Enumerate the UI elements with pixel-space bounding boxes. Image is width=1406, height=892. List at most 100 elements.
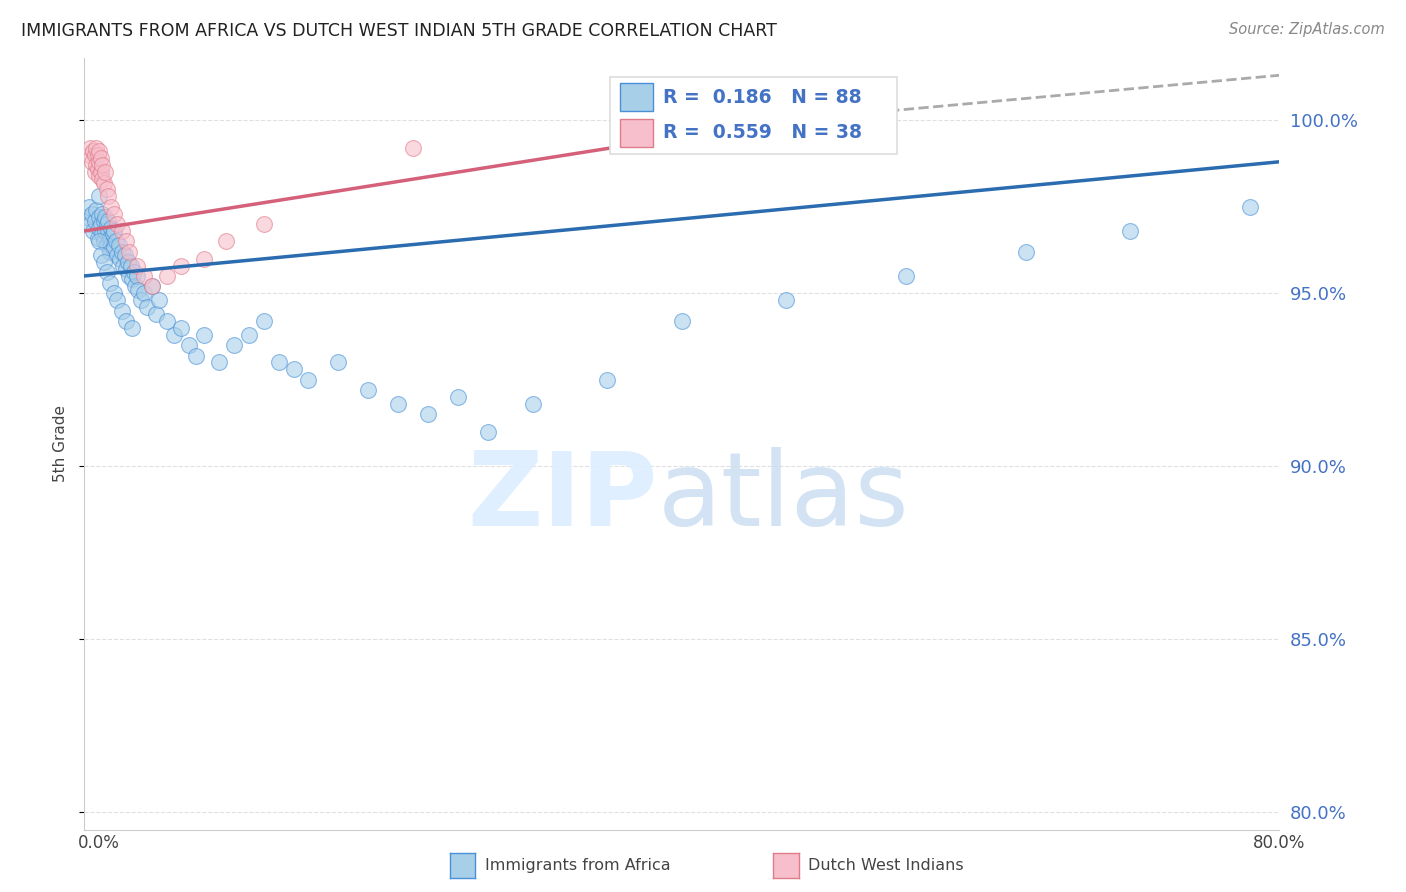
Point [121, 272, 143, 286]
Point [267, 355, 290, 369]
Point [297, 373, 319, 387]
Point [775, 137, 797, 152]
Point [132, 268, 156, 283]
Point [111, 224, 134, 238]
Point [89, 210, 111, 224]
Point [89, 145, 111, 159]
Point [208, 355, 231, 369]
Point [402, 141, 425, 155]
Point [124, 279, 146, 293]
Point [170, 259, 193, 273]
Point [117, 255, 139, 269]
Point [477, 425, 499, 439]
Point [101, 227, 124, 242]
Point [89, 154, 111, 169]
Point [90, 165, 112, 179]
Point [416, 408, 439, 422]
Point [115, 235, 138, 249]
Point [671, 314, 693, 328]
Point [115, 262, 138, 277]
Point [100, 200, 122, 214]
Point [148, 293, 170, 308]
Point [447, 390, 470, 404]
Point [129, 293, 152, 308]
Point [86, 158, 108, 172]
Point [97, 189, 120, 203]
Point [91, 227, 114, 242]
Point [103, 207, 125, 221]
Point [155, 314, 177, 328]
Y-axis label: 5th Grade: 5th Grade [52, 405, 67, 483]
Text: R =  0.559   N = 38: R = 0.559 N = 38 [662, 123, 862, 143]
Point [115, 314, 138, 328]
Point [87, 231, 110, 245]
Point [89, 169, 111, 183]
Point [170, 321, 193, 335]
Point [89, 220, 111, 235]
Point [93, 255, 115, 269]
Point [103, 241, 125, 255]
Point [1239, 200, 1261, 214]
Point [103, 286, 125, 301]
Point [98, 244, 121, 259]
Point [100, 237, 122, 252]
Point [127, 283, 149, 297]
FancyBboxPatch shape [610, 78, 897, 154]
Point [96, 217, 118, 231]
Text: Source: ZipAtlas.com: Source: ZipAtlas.com [1229, 22, 1385, 37]
Point [222, 338, 245, 352]
Point [1119, 224, 1142, 238]
Point [100, 220, 122, 235]
Point [76, 210, 98, 224]
Point [121, 321, 143, 335]
Point [357, 383, 380, 397]
Point [122, 265, 145, 279]
Point [93, 176, 115, 190]
Point [141, 279, 163, 293]
Point [98, 231, 121, 245]
Text: ZIP: ZIP [468, 447, 658, 549]
Point [522, 397, 544, 411]
Point [77, 148, 100, 162]
Point [111, 303, 134, 318]
Point [125, 268, 148, 283]
Point [238, 327, 260, 342]
Text: 0.0%: 0.0% [77, 834, 120, 852]
Point [90, 217, 112, 231]
Point [90, 151, 112, 165]
Point [77, 200, 100, 214]
Point [761, 130, 783, 145]
Point [193, 327, 215, 342]
Point [104, 235, 127, 249]
Point [79, 217, 101, 231]
Point [86, 203, 108, 218]
Point [80, 154, 103, 169]
Point [91, 207, 114, 221]
Text: IMMIGRANTS FROM AFRICA VS DUTCH WEST INDIAN 5TH GRADE CORRELATION CHART: IMMIGRANTS FROM AFRICA VS DUTCH WEST IND… [21, 22, 778, 40]
Point [155, 268, 177, 283]
Text: R =  0.186   N = 88: R = 0.186 N = 88 [662, 87, 862, 107]
Point [111, 244, 134, 259]
Point [163, 327, 186, 342]
Point [114, 248, 136, 262]
Point [96, 265, 118, 279]
Point [253, 314, 276, 328]
Point [94, 165, 117, 179]
Point [94, 210, 117, 224]
Point [125, 259, 148, 273]
Point [79, 141, 101, 155]
Point [132, 286, 156, 301]
Point [103, 224, 125, 238]
Text: Immigrants from Africa: Immigrants from Africa [485, 858, 671, 872]
Point [96, 237, 118, 252]
Point [89, 189, 111, 203]
Point [328, 355, 350, 369]
Point [93, 213, 115, 227]
Point [283, 362, 305, 376]
Point [97, 224, 120, 238]
Point [112, 259, 135, 273]
Point [145, 307, 167, 321]
Point [93, 235, 115, 249]
Text: atlas: atlas [658, 447, 910, 549]
Point [193, 252, 215, 266]
